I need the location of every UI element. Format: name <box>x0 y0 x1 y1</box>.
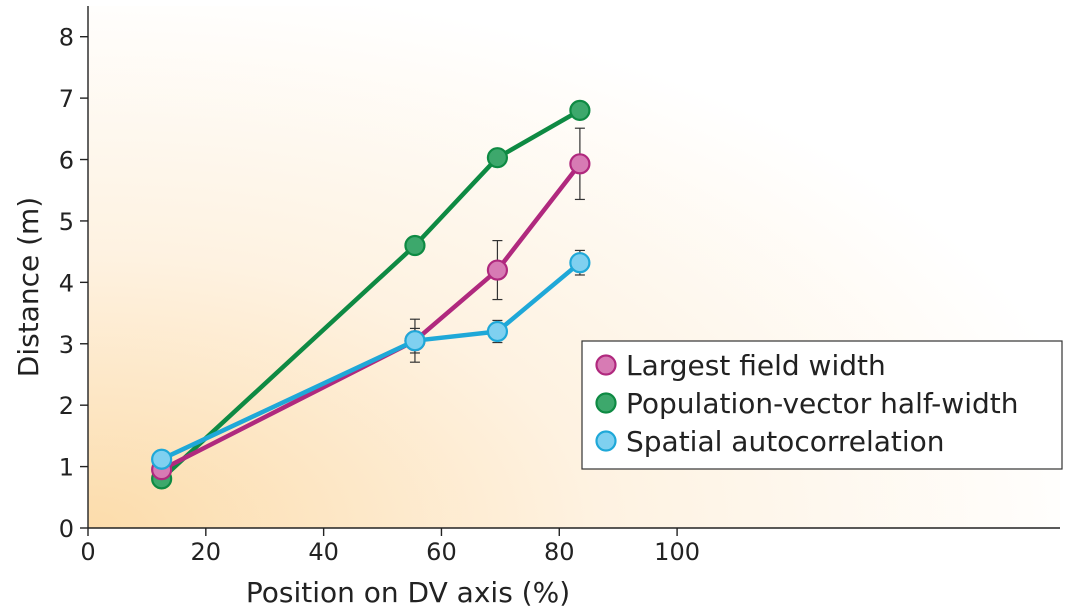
legend-marker <box>595 430 617 452</box>
y-tick-label: 2 <box>59 392 74 420</box>
data-point <box>569 153 591 175</box>
series-line <box>160 162 582 472</box>
series-line <box>160 108 582 481</box>
y-tick-label: 4 <box>59 269 74 297</box>
data-point <box>486 259 509 281</box>
y-tick-label: 5 <box>59 208 74 236</box>
data-point <box>404 234 426 257</box>
x-tick-label: 60 <box>426 538 457 566</box>
axes <box>87 6 1060 529</box>
series-line <box>160 260 582 462</box>
y-axis-title: Distance (m) <box>12 197 45 377</box>
data-point <box>486 320 509 343</box>
legend-box <box>581 340 1063 470</box>
series-layer <box>151 99 591 490</box>
legend-label: Largest field width <box>626 349 886 382</box>
x-tick-label: 80 <box>544 538 575 566</box>
y-tick-label: 7 <box>59 85 74 113</box>
x-tick-label: 100 <box>654 538 700 566</box>
y-tick-label: 0 <box>59 515 74 543</box>
legend-marker <box>595 392 617 414</box>
x-tick-label: 0 <box>80 538 95 566</box>
y-tick-label: 8 <box>59 24 74 52</box>
data-point <box>569 99 591 122</box>
legend-marker <box>595 354 617 376</box>
x-tick-label: 20 <box>191 538 222 566</box>
y-tick-label: 1 <box>59 454 74 482</box>
x-axis-title: Position on DV axis (%) <box>246 576 570 609</box>
data-point <box>486 147 509 169</box>
legend-label: Spatial autocorrelation <box>626 425 945 458</box>
series-2 <box>151 249 591 470</box>
legend-label: Population-vector half-width <box>626 387 1018 420</box>
data-point <box>151 448 173 470</box>
data-point <box>569 252 591 274</box>
y-tick-label: 3 <box>59 331 74 359</box>
data-point <box>404 330 426 352</box>
x-tick-label: 40 <box>308 538 339 566</box>
y-tick-label: 6 <box>59 147 74 175</box>
legend: Largest field width Population-vector hal… <box>581 340 1063 470</box>
